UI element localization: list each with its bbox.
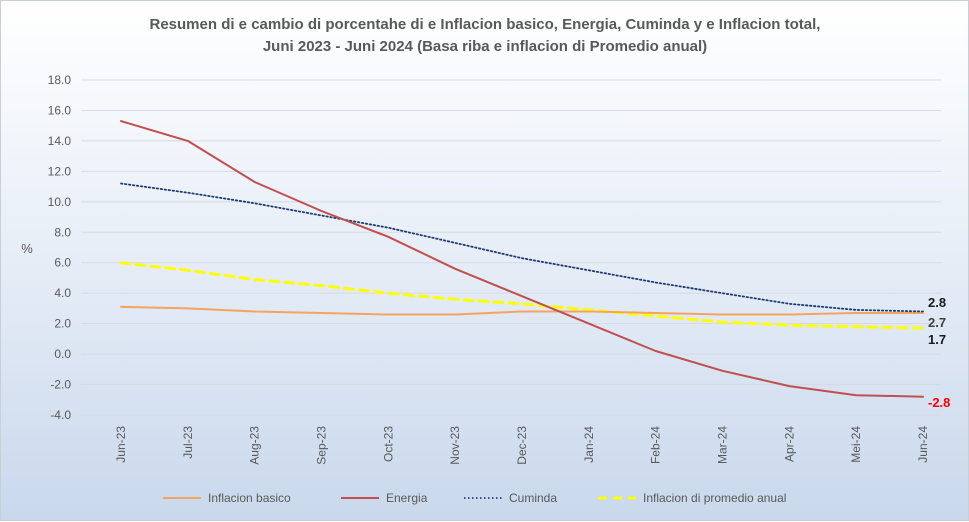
legend-label: Energia <box>386 491 428 505</box>
gridlines <box>81 79 941 416</box>
y-tick-label: -2.0 <box>50 378 71 392</box>
y-tick-label: 6.0 <box>54 256 71 270</box>
y-axis-ticks: 18.0 16.0 14.0 12.0 10.0 8.0 6.0 4.0 2.0 0.0 -2.0 -… <box>48 73 72 422</box>
x-tick-label: Mei-24 <box>849 426 863 463</box>
end-value-label: 2.8 <box>928 295 946 310</box>
x-tick-label: Jun-23 <box>114 426 128 463</box>
x-tick-label: Aug-23 <box>248 426 262 465</box>
series-line-inflacion-di-promedio-anual <box>119 261 925 330</box>
x-tick-label: Jan-24 <box>582 426 596 463</box>
chart-title-line-2: Juni 2023 - Juni 2024 (Basa riba e infla… <box>263 38 707 55</box>
x-axis-ticks: Jun-23 Jul-23 Aug-23 Sep-23 Oct-23 Nov-23 Dec-… <box>114 426 930 465</box>
series-line-energia <box>120 120 924 398</box>
y-tick-label: 10.0 <box>48 195 72 209</box>
x-tick-label: Oct-23 <box>381 426 395 462</box>
end-value-label: -2.8 <box>928 395 950 410</box>
y-tick-label: 8.0 <box>54 225 71 239</box>
y-tick-label: 0.0 <box>54 347 71 361</box>
x-tick-label: Mar-24 <box>716 426 730 464</box>
y-tick-label: 18.0 <box>48 73 72 87</box>
x-tick-label: Sep-23 <box>315 426 329 465</box>
y-tick-label: 12.0 <box>48 164 72 178</box>
series-lines <box>119 120 925 398</box>
legend: Inflacion basico Energia Cuminda Inflacion … <box>163 491 786 505</box>
x-tick-label: Jul-23 <box>181 426 195 459</box>
y-tick-label: 16.0 <box>48 103 72 117</box>
end-value-label: 1.7 <box>928 332 946 347</box>
legend-label: Cuminda <box>509 491 557 505</box>
series-line-inflacion-basico <box>120 305 924 316</box>
x-tick-label: Nov-23 <box>448 426 462 465</box>
y-axis-label: % <box>21 241 33 256</box>
y-tick-label: 2.0 <box>54 317 71 331</box>
series-line-cuminda <box>120 182 924 313</box>
end-labels: 2.7 -2.8 2.8 1.7 <box>928 295 950 410</box>
x-tick-label: Feb-24 <box>649 426 663 464</box>
legend-label: Inflacion di promedio anual <box>643 491 786 505</box>
x-tick-label: Jun-24 <box>916 426 930 463</box>
y-tick-label: 4.0 <box>54 286 71 300</box>
legend-label: Inflacion basico <box>208 491 291 505</box>
chart-title-line-1: Resumen di e cambio di porcentahe di e I… <box>150 16 821 33</box>
x-tick-label: Apr-24 <box>782 426 796 462</box>
y-tick-label: 14.0 <box>48 134 72 148</box>
x-tick-label: Dec-23 <box>515 426 529 465</box>
end-value-label: 2.7 <box>928 315 946 330</box>
y-tick-label: -4.0 <box>50 408 71 422</box>
